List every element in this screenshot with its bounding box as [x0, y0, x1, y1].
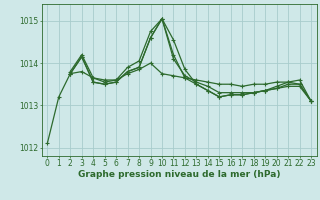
X-axis label: Graphe pression niveau de la mer (hPa): Graphe pression niveau de la mer (hPa)	[78, 170, 280, 179]
